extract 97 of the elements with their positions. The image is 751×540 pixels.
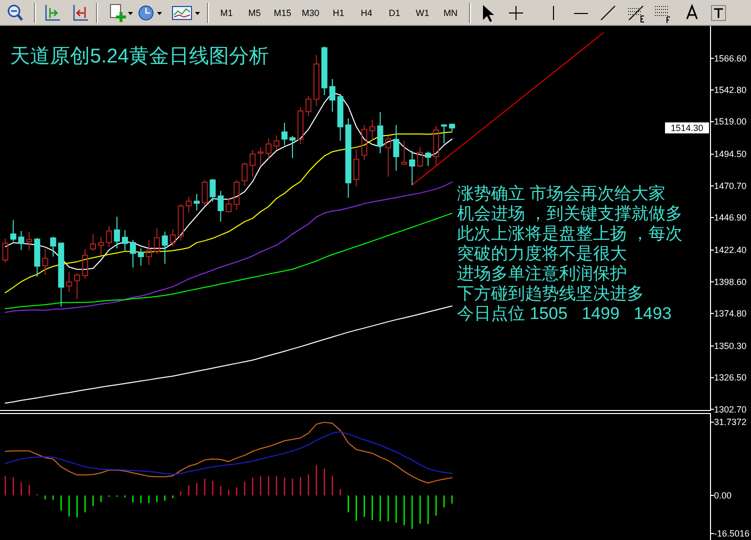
text: D1 (388, 8, 400, 18)
candlestick (289, 136, 296, 158)
y-tick-label: 1446.90 (714, 212, 747, 223)
candlestick (313, 54, 320, 106)
candlestick (234, 180, 240, 210)
line-series (4, 132, 453, 294)
candlestick (186, 196, 192, 214)
text: W1 (416, 8, 430, 18)
y-tick-label: 0.00 (714, 490, 732, 500)
candlestick (305, 95, 312, 117)
y-tick-label: 31.7372 (714, 417, 747, 428)
candlestick (369, 120, 376, 140)
candlestick (258, 146, 264, 166)
line-series (4, 422, 453, 484)
text: H1 (332, 8, 344, 18)
line-series (4, 92, 453, 270)
candlestick (425, 151, 432, 167)
candlestick (449, 124, 456, 132)
y-tick-label: 1350.30 (714, 341, 747, 352)
candlestick (282, 122, 288, 146)
candlestick (226, 198, 232, 214)
candlestick (42, 248, 48, 276)
candlestick (401, 140, 408, 166)
candlestick (297, 106, 304, 144)
y-tick-label: 1470.70 (714, 180, 747, 191)
candlestick (138, 248, 144, 266)
candlestick (361, 124, 368, 160)
candlestick (194, 193, 200, 212)
candlestick (66, 272, 72, 293)
candlestick (106, 226, 112, 248)
candlestick (114, 216, 120, 249)
candlestick (130, 240, 136, 268)
candlestick (218, 190, 224, 222)
y-tick-label: 1519.00 (714, 116, 747, 127)
text: M1 (220, 8, 233, 18)
candlestick (90, 234, 96, 252)
annotation: 机会进场 ，到关键支撑就做多 (457, 204, 683, 223)
annotation: 今日点位 1505 1499 1493 (457, 304, 672, 323)
y-tick-label: 1398.60 (714, 276, 747, 287)
candlestick (393, 124, 400, 172)
candlestick (353, 148, 360, 188)
text: M15 (274, 8, 292, 18)
annotation: 突破的力度将不是很大 (457, 244, 627, 263)
candlestick (409, 150, 416, 186)
candlestick (146, 240, 152, 266)
candlestick (154, 228, 160, 254)
annotation: 1514.30 (670, 122, 704, 133)
annotation: 涨势确立 市场会再次给大家 (457, 184, 666, 203)
candlestick (377, 112, 384, 154)
candlestick (441, 124, 448, 144)
candlestick (178, 203, 184, 242)
candlestick (2, 238, 8, 264)
line-series (4, 431, 453, 475)
candlestick (162, 231, 168, 264)
candlestick (274, 134, 280, 150)
text: 天道原创5.24黄金日线图分析 (10, 46, 269, 68)
candlestick (385, 136, 392, 178)
y-tick-label: 1422.40 (714, 245, 747, 256)
y-tick-label: 1302.70 (714, 404, 747, 414)
candlestick (26, 232, 32, 252)
text: MN (444, 8, 458, 18)
price-label: 1514.30 (665, 122, 709, 134)
candlestick (345, 118, 352, 198)
y-tick-label: 1374.80 (714, 308, 747, 318)
candlestick (242, 162, 248, 187)
candlestick (321, 46, 328, 96)
text: M5 (248, 8, 261, 18)
candlestick (170, 228, 176, 248)
annotation: 下方碰到趋势线坚决进多 (457, 284, 644, 303)
y-tick-label: -16.5016 (714, 528, 750, 539)
candlestick (202, 180, 208, 206)
line-series (4, 212, 453, 310)
candlestick (210, 178, 216, 202)
y-tick-label: 1494.50 (714, 149, 747, 160)
line-series (412, 32, 604, 186)
candlestick (266, 138, 272, 159)
text: M30 (302, 8, 320, 18)
candlestick (34, 238, 40, 278)
candlestick (98, 236, 104, 256)
candlestick (58, 242, 64, 308)
y-tick-label: 1542.80 (714, 84, 747, 95)
candlestick (433, 126, 440, 166)
text: H4 (360, 8, 372, 18)
candlestick (74, 272, 80, 300)
y-tick-label: 1566.60 (714, 53, 747, 64)
line-series (4, 305, 453, 404)
y-tick-label: 1326.50 (714, 372, 747, 383)
candlestick (122, 230, 128, 252)
candlestick (329, 78, 336, 112)
candlestick (417, 146, 424, 168)
candlestick (50, 236, 56, 258)
candlestick (82, 248, 88, 280)
annotation: 进场多单注意利润保护 (457, 264, 627, 283)
line-series (4, 182, 453, 313)
annotation: 此次上涨将是盘整上扬 ，每次 (457, 224, 683, 243)
candlestick (337, 93, 344, 142)
candlestick (250, 149, 256, 178)
